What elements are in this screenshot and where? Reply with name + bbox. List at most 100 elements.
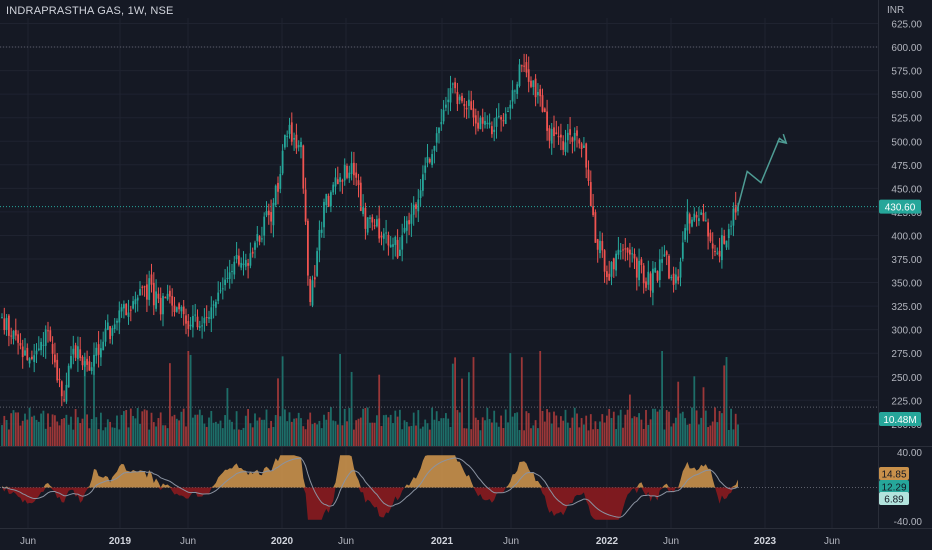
- candle-body: [330, 192, 332, 207]
- volume-bar: [502, 428, 505, 446]
- candle-body: [504, 113, 507, 124]
- candle-body: [233, 261, 236, 275]
- candle-body: [173, 305, 176, 313]
- candle-body: [654, 267, 657, 273]
- candle-body: [698, 218, 700, 222]
- candle-body: [125, 303, 128, 316]
- candle-body: [665, 251, 668, 255]
- candle-body: [148, 278, 151, 300]
- volume-bar: [12, 410, 15, 446]
- candle-body: [134, 299, 137, 305]
- candle-body: [523, 65, 525, 67]
- volume-bar: [458, 412, 461, 446]
- candle-body: [617, 249, 620, 255]
- candle-body: [74, 345, 77, 358]
- volume-bar: [21, 420, 24, 446]
- volume-bar: [592, 429, 594, 446]
- candle-body: [201, 325, 203, 327]
- volume-bar: [387, 417, 390, 446]
- candle-body: [244, 260, 247, 267]
- candle-body: [8, 315, 10, 336]
- volume-bar: [254, 413, 256, 446]
- candle-body: [537, 92, 539, 96]
- oscillator-value-label: 6.89: [884, 495, 904, 506]
- candle-body: [691, 219, 693, 227]
- candle-body: [106, 322, 109, 330]
- candle-body: [295, 134, 298, 149]
- volume-bar: [116, 415, 118, 446]
- candle-body: [633, 253, 636, 259]
- candle-body: [550, 129, 553, 144]
- candle-body: [152, 282, 155, 306]
- candle-body: [587, 169, 590, 181]
- volume-bar: [520, 357, 523, 446]
- volume-bar: [573, 407, 576, 446]
- volume-bar: [629, 394, 631, 446]
- candle-body: [596, 239, 599, 250]
- volume-bar: [596, 429, 599, 446]
- volume-bar: [364, 408, 367, 446]
- candle-body: [589, 182, 592, 206]
- candle-body: [382, 233, 385, 239]
- volume-bar: [10, 413, 13, 446]
- candle-body: [254, 242, 256, 250]
- candle-body: [72, 348, 75, 355]
- volume-bar: [640, 419, 643, 446]
- volume-bar: [240, 429, 243, 446]
- volume-bar: [150, 412, 153, 446]
- volume-bar: [433, 419, 436, 446]
- volume-bar: [672, 423, 675, 446]
- volume-bar: [737, 424, 739, 446]
- volume-bar: [244, 415, 247, 446]
- volume-bar: [417, 410, 420, 446]
- candle-body: [445, 104, 447, 108]
- volume-bar: [302, 426, 305, 446]
- candle-body: [19, 343, 22, 346]
- oscillator-value-badge: [879, 467, 909, 480]
- candle-body: [403, 227, 406, 233]
- volume-bar: [449, 426, 452, 446]
- candle-body: [189, 324, 192, 327]
- candle-body: [226, 277, 229, 279]
- volume-bar: [316, 424, 318, 446]
- candle-body: [362, 207, 364, 214]
- candle-body: [656, 271, 659, 281]
- volume-bar: [104, 427, 107, 446]
- volume-bar: [686, 424, 689, 446]
- candle-body: [307, 220, 309, 276]
- candle-body: [677, 276, 680, 281]
- volume-bar: [307, 419, 309, 446]
- volume-bar: [350, 371, 353, 446]
- candle-body: [141, 286, 144, 288]
- candle-body: [316, 251, 318, 276]
- x-tick-label: 2023: [754, 536, 777, 547]
- volume-bar: [185, 426, 187, 446]
- volume-bar: [380, 426, 383, 446]
- candle-body: [284, 135, 286, 148]
- volume-bar: [233, 429, 236, 446]
- candle-body: [693, 213, 696, 221]
- volume-bar: [456, 410, 459, 446]
- volume-bar: [217, 423, 220, 446]
- candle-body: [658, 259, 661, 280]
- volume-bar: [723, 365, 726, 446]
- volume-bar: [221, 428, 224, 446]
- candle-body: [530, 80, 532, 87]
- candle-body: [40, 341, 42, 351]
- volume-bar: [56, 421, 59, 446]
- candle-body: [120, 307, 123, 312]
- volume-bar: [90, 418, 93, 446]
- volume-bar: [560, 416, 562, 446]
- volume-value-label: 10.48M: [883, 415, 916, 426]
- volume-bar: [419, 428, 422, 446]
- candle-body: [129, 309, 132, 311]
- candle-body: [109, 326, 111, 340]
- candle-body: [732, 208, 735, 226]
- volume-bar: [72, 429, 75, 446]
- candle-body: [175, 307, 178, 312]
- volume-bar: [146, 410, 148, 446]
- candle-body: [290, 122, 293, 142]
- candle-body: [622, 249, 624, 251]
- candle-body: [470, 101, 473, 110]
